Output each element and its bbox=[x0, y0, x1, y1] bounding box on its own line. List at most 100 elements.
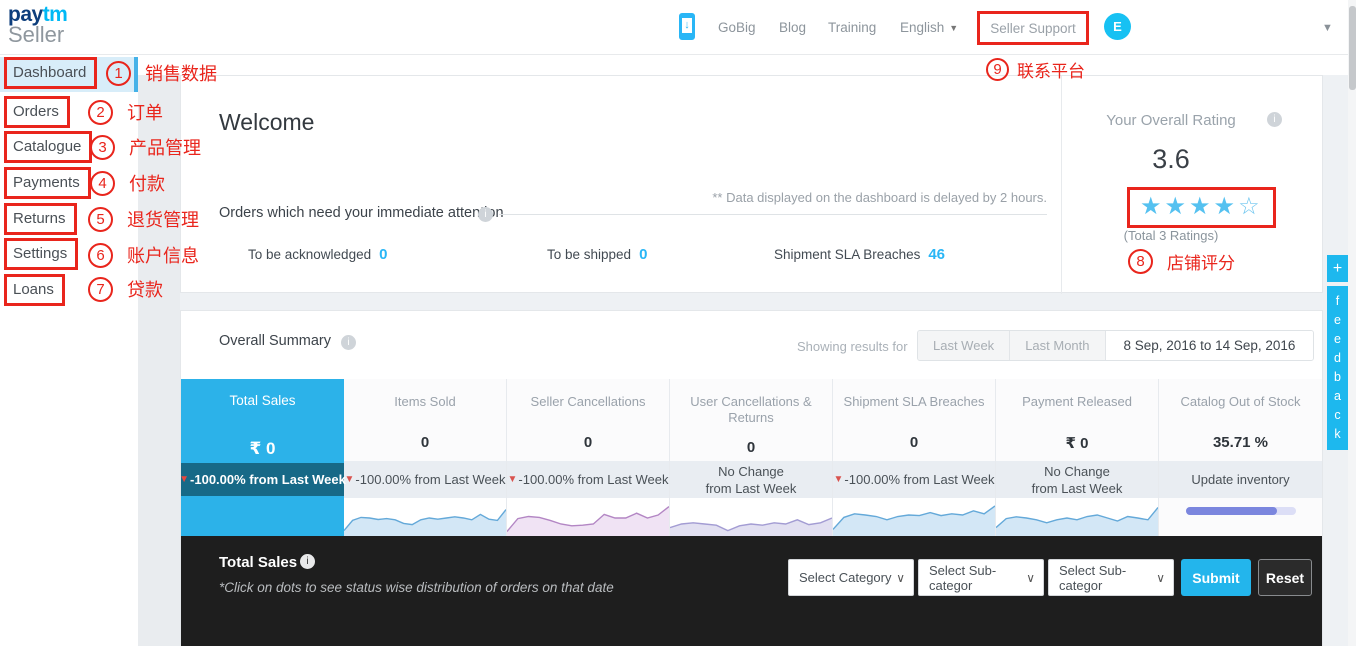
avatar-initial: E bbox=[1113, 19, 1122, 34]
rating-stars-annotation-box: ★★★★☆ bbox=[1127, 187, 1276, 228]
annotation-circle: 3 bbox=[90, 134, 115, 160]
reset-button[interactable]: Reset bbox=[1258, 559, 1312, 596]
overall-summary-card: Overall Summary i Showing results for La… bbox=[179, 310, 1323, 646]
tab-catalog-out-of-stock[interactable]: Catalog Out of Stock 35.71 % Update inve… bbox=[1159, 379, 1322, 536]
submit-button[interactable]: Submit bbox=[1181, 559, 1251, 596]
stat-value[interactable]: 46 bbox=[928, 246, 946, 263]
annotation-box-returns: Returns bbox=[4, 203, 77, 235]
stat-label: Shipment SLA Breaches bbox=[774, 247, 921, 262]
stat-to-be-shipped: To be shipped 0 bbox=[547, 246, 647, 263]
annotation-8: 8 店铺评分 bbox=[1128, 249, 1235, 274]
tab-seller-cancellations[interactable]: Seller Cancellations 0 ▼ -100.00% from La… bbox=[507, 379, 670, 536]
select-subcategory-2[interactable]: Select Sub-categor ∨ bbox=[1048, 559, 1174, 596]
feedback-letter: e bbox=[1334, 313, 1341, 327]
scrollbar-thumb[interactable] bbox=[1348, 6, 1356, 90]
nav-blog[interactable]: Blog bbox=[779, 0, 806, 55]
page-scrollbar[interactable] bbox=[1348, 0, 1356, 646]
star-filled-icon: ★ bbox=[1140, 193, 1165, 220]
sidebar-item-orders[interactable]: Orders bbox=[0, 96, 138, 128]
attention-label: Orders which need your immediate attenti… bbox=[219, 205, 504, 221]
user-avatar[interactable]: E bbox=[1104, 13, 1131, 40]
showing-results-label: Showing results for bbox=[797, 339, 908, 354]
annotation-circle: 8 bbox=[1128, 249, 1153, 274]
last-week-label: Last Week bbox=[933, 338, 995, 353]
feedback-plus-button[interactable]: + bbox=[1327, 255, 1348, 282]
nav-gobig[interactable]: GoBig bbox=[718, 0, 756, 55]
tab-items-sold[interactable]: Items Sold 0 ▼ -100.00% from Last Week bbox=[344, 379, 507, 536]
seller-support-button[interactable]: Seller Support bbox=[977, 11, 1089, 45]
info-icon[interactable]: i bbox=[300, 554, 315, 569]
tab-total-sales[interactable]: Total Sales ₹ 0 ▼ -100.00% from Last Week bbox=[179, 379, 346, 536]
star-filled-icon: ★ bbox=[1213, 193, 1239, 220]
plus-icon: + bbox=[1332, 259, 1343, 277]
header-caret-icon[interactable]: ▼ bbox=[1322, 22, 1333, 34]
logo-seller: Seller bbox=[8, 22, 65, 48]
chart-title: Total Sales bbox=[219, 554, 298, 571]
annotation-3: 3 产品管理 bbox=[90, 134, 201, 160]
annotation-box-settings: Settings bbox=[4, 238, 79, 270]
logo-pay: pay bbox=[8, 3, 43, 26]
language-dropdown[interactable]: English ▼ bbox=[900, 0, 958, 55]
date-range-group: Last Week Last Month 8 Sep, 2016 to 14 S… bbox=[917, 330, 1315, 361]
nav-training[interactable]: Training bbox=[828, 0, 876, 55]
tab-label: Items Sold bbox=[394, 394, 456, 409]
annotation-label: 产品管理 bbox=[129, 138, 201, 158]
annotation-circle: 2 bbox=[88, 99, 113, 125]
last-month-label: Last Month bbox=[1025, 338, 1090, 353]
triangle-down-icon: ▼ bbox=[344, 474, 355, 485]
feedback-letter: b bbox=[1334, 370, 1341, 384]
stat-value[interactable]: 0 bbox=[379, 246, 388, 263]
paytm-seller-logo[interactable]: paytm Seller bbox=[8, 3, 68, 48]
change-text: -100.00% from Last Week bbox=[190, 472, 346, 487]
chevron-down-icon: ∨ bbox=[896, 570, 905, 585]
sidebar-item-label: Returns bbox=[13, 210, 66, 227]
tab-user-cancellations[interactable]: User Cancellations & Returns 0 No Change… bbox=[670, 379, 833, 536]
tab-shipment-sla-breaches[interactable]: Shipment SLA Breaches 0 ▼ -100.00% from L… bbox=[833, 379, 996, 536]
annotation-box-orders: Orders bbox=[4, 96, 70, 128]
change-subtext: from Last Week bbox=[1031, 480, 1123, 496]
annotation-box-dashboard: Dashboard bbox=[4, 57, 98, 89]
rating-total: (Total 3 Ratings) bbox=[1123, 228, 1219, 243]
update-inventory-link[interactable]: Update inventory bbox=[1191, 472, 1290, 487]
select-subcategory-1[interactable]: Select Sub-categor ∨ bbox=[918, 559, 1044, 596]
sidebar-item-label: Loans bbox=[13, 281, 54, 298]
sparkline-chart bbox=[344, 498, 506, 536]
annotation-circle: 4 bbox=[90, 170, 115, 196]
date-range-picker[interactable]: 8 Sep, 2016 to 14 Sep, 2016 bbox=[1105, 331, 1314, 360]
feedback-letter: a bbox=[1334, 389, 1341, 403]
stat-value[interactable]: 0 bbox=[639, 246, 648, 263]
annotation-circle: 7 bbox=[88, 276, 113, 302]
sidebar-item-payments[interactable]: Payments bbox=[0, 167, 138, 199]
info-icon[interactable]: i bbox=[478, 207, 493, 222]
change-text: -100.00% from Last Week bbox=[844, 472, 995, 487]
sidebar-item-settings[interactable]: Settings bbox=[0, 238, 138, 270]
stat-to-be-acknowledged: To be acknowledged 0 bbox=[248, 246, 387, 263]
sidebar-item-loans[interactable]: Loans bbox=[0, 274, 138, 306]
tab-value: 35.71 % bbox=[1212, 434, 1269, 451]
sidebar-item-returns[interactable]: Returns bbox=[0, 203, 138, 235]
last-month-button[interactable]: Last Month bbox=[1010, 331, 1106, 360]
app-download-phone-icon[interactable]: ↓ bbox=[679, 13, 695, 40]
last-week-button[interactable]: Last Week bbox=[918, 331, 1011, 360]
chart-footer-panel: Total Sales i *Click on dots to see stat… bbox=[181, 536, 1322, 646]
triangle-down-icon: ▼ bbox=[507, 474, 518, 485]
annotation-box-catalogue: Catalogue bbox=[4, 131, 93, 163]
change-text: No Change bbox=[718, 463, 784, 479]
tab-payment-released[interactable]: Payment Released ₹ 0 No Change from Last… bbox=[996, 379, 1159, 536]
select-category[interactable]: Select Category ∨ bbox=[788, 559, 914, 596]
annotation-2: 2 订单 bbox=[88, 99, 163, 125]
annotation-9: 9 联系平台 bbox=[986, 57, 1085, 82]
nav-gobig-label: GoBig bbox=[718, 20, 756, 35]
select-subcategory-value: Select Sub-categor bbox=[929, 562, 997, 593]
nav-training-label: Training bbox=[828, 20, 877, 35]
stock-progress-fill bbox=[1186, 507, 1278, 515]
tab-value: ₹ 0 bbox=[1065, 435, 1089, 452]
annotation-6: 6 账户信息 bbox=[88, 242, 199, 268]
info-icon[interactable]: i bbox=[1267, 112, 1282, 127]
info-icon[interactable]: i bbox=[341, 335, 356, 350]
tab-value: 0 bbox=[583, 434, 593, 451]
tab-label: User Cancellations & Returns bbox=[690, 394, 812, 425]
language-label: English bbox=[900, 20, 945, 35]
